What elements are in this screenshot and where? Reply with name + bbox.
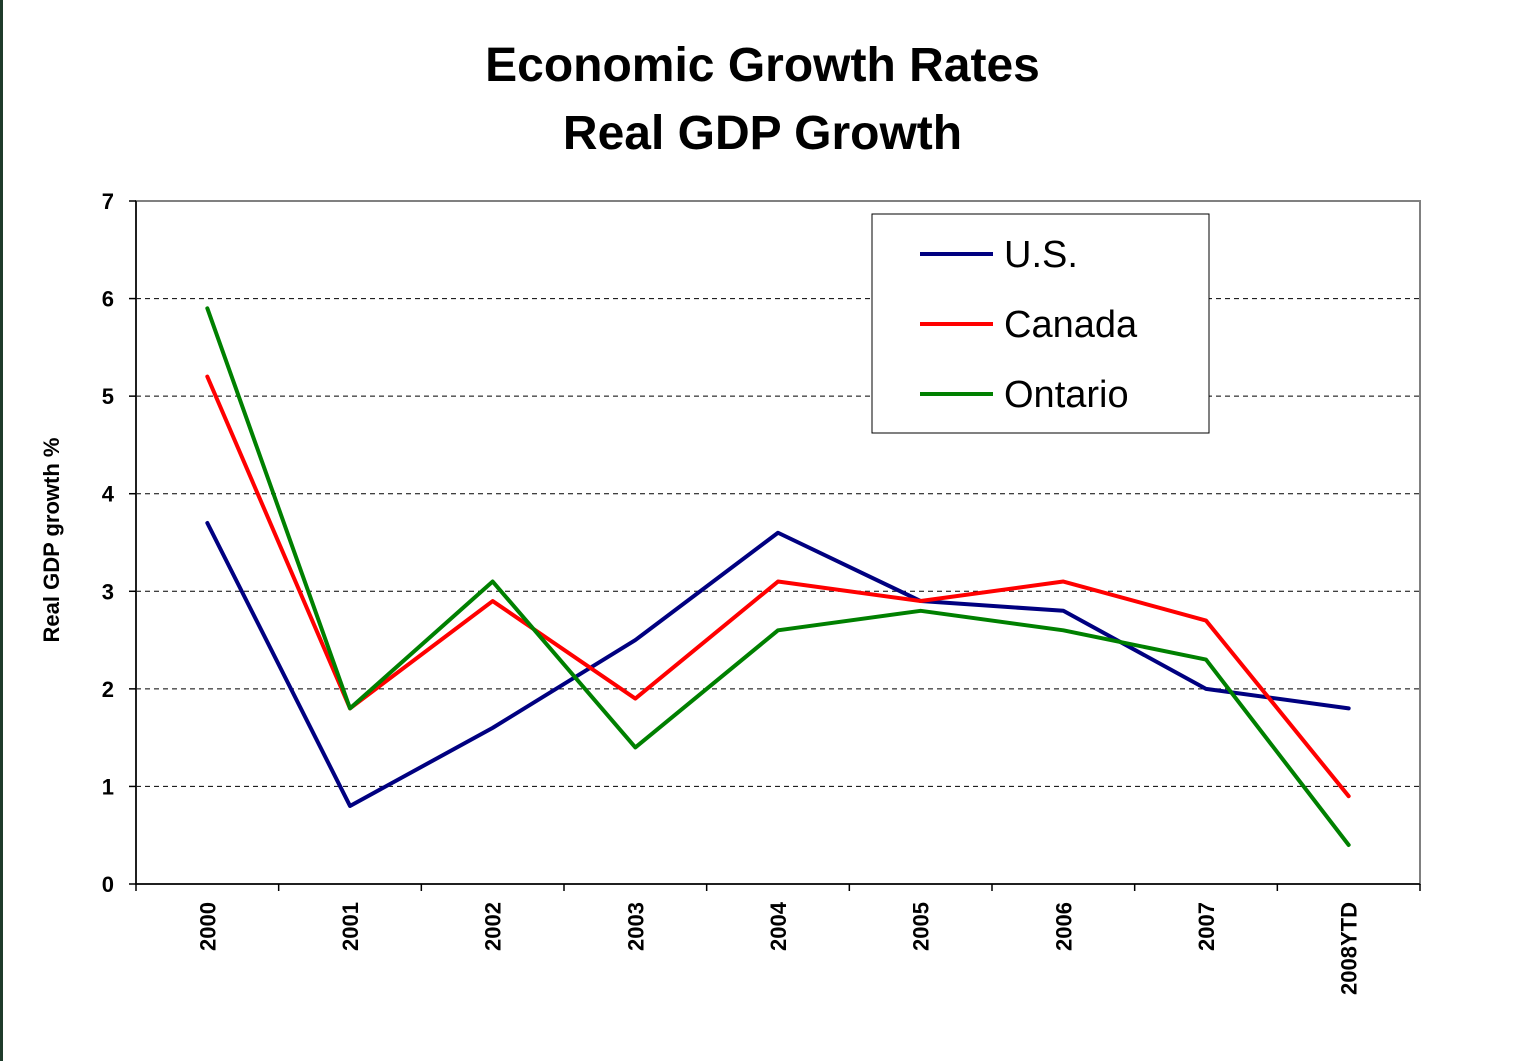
x-tick-label: 2004 [766, 901, 791, 951]
y-tick-label-4: 4 [102, 482, 115, 507]
x-tick-label: 2007 [1194, 902, 1219, 951]
series-line-u-s [205, 520, 1351, 808]
y-tick-label-3: 3 [102, 579, 114, 604]
x-tick-label: 2003 [623, 902, 648, 951]
series-line-canada [205, 374, 1351, 799]
y-tick-label-6: 6 [102, 287, 114, 312]
x-tick-label: 2001 [338, 902, 363, 951]
x-tick-label: 2008YTD [1337, 902, 1362, 995]
legend-label-canada: Canada [1004, 304, 1138, 346]
y-tick-label-7: 7 [102, 189, 114, 214]
legend-label-ontario: Ontario [1004, 374, 1129, 416]
tick-labels: 0 1 2 3 4 5 6 7 2000 2001 2002 2003 2004 2005 2006 2007… [102, 189, 1362, 995]
x-tick-label: 2006 [1051, 902, 1076, 951]
x-tick-label: 2000 [195, 902, 220, 951]
gridlines [136, 298, 1420, 787]
y-tick-label-5: 5 [102, 384, 114, 409]
y-tick-label-1: 1 [102, 774, 114, 799]
y-tick-label-2: 2 [102, 677, 114, 702]
series-lines [205, 306, 1351, 847]
y-tick-label-0: 0 [102, 872, 114, 897]
chart-subtitle: Real GDP Growth [562, 107, 963, 160]
x-tick-label: 2005 [909, 902, 934, 951]
plot-area-border [135, 200, 1421, 885]
axes [129, 200, 1421, 891]
x-tick-label: 2002 [481, 902, 506, 951]
series-line-ontario [205, 306, 1351, 847]
legend: U.S. Canada Ontario [871, 213, 1210, 434]
chart-title: Economic Growth Rates [485, 39, 1040, 92]
legend-label-u-s: U.S. [1004, 234, 1078, 276]
slide-border [0, 0, 3, 1061]
